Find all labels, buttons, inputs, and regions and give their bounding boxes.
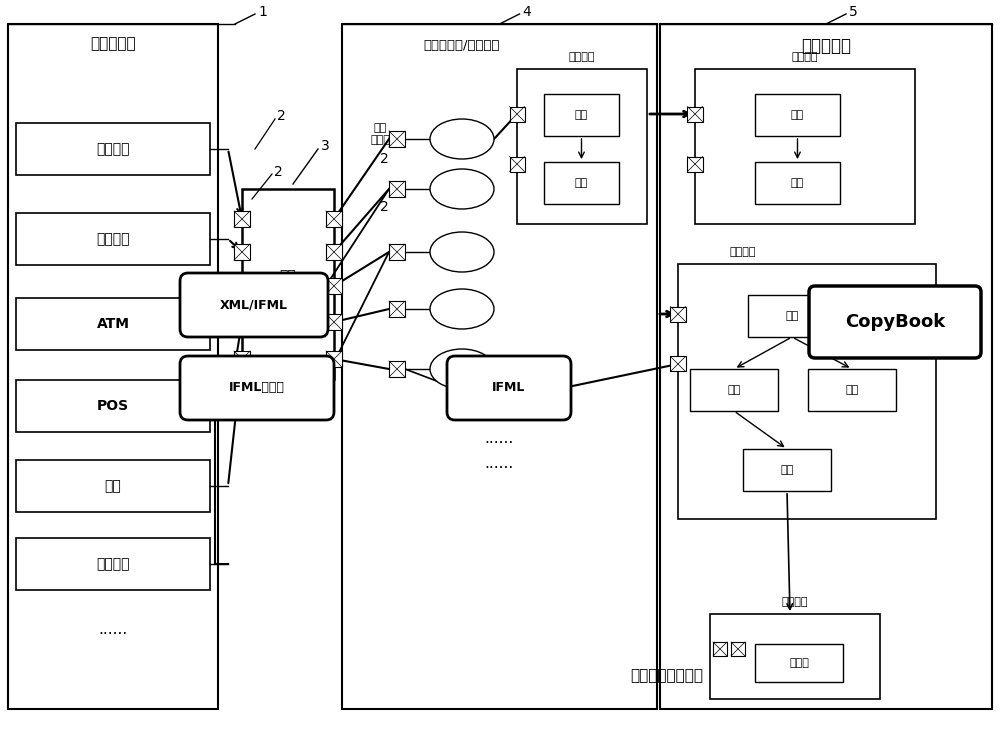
Ellipse shape: [430, 169, 494, 209]
FancyBboxPatch shape: [234, 278, 250, 294]
FancyBboxPatch shape: [180, 356, 334, 420]
FancyBboxPatch shape: [16, 123, 210, 175]
Text: ......: ......: [485, 457, 514, 471]
Text: 模块: 模块: [575, 110, 588, 120]
FancyBboxPatch shape: [517, 69, 647, 224]
Text: 2: 2: [380, 152, 389, 166]
FancyBboxPatch shape: [809, 286, 981, 358]
FancyBboxPatch shape: [510, 156, 524, 172]
Text: 主机构件: 主机构件: [792, 52, 818, 62]
Text: 主机构件: 主机构件: [569, 52, 595, 62]
FancyBboxPatch shape: [180, 273, 328, 337]
Text: 网銀: 网銀: [105, 479, 121, 493]
FancyBboxPatch shape: [695, 69, 915, 224]
Text: XML/IFML: XML/IFML: [220, 299, 288, 311]
Text: 4: 4: [522, 5, 531, 19]
FancyBboxPatch shape: [710, 614, 880, 699]
FancyBboxPatch shape: [242, 189, 334, 379]
FancyBboxPatch shape: [16, 460, 210, 512]
Ellipse shape: [430, 289, 494, 329]
Ellipse shape: [430, 349, 494, 389]
FancyBboxPatch shape: [544, 94, 619, 136]
FancyBboxPatch shape: [690, 369, 778, 411]
Text: 2: 2: [277, 109, 286, 123]
Text: 模块: 模块: [791, 178, 804, 188]
Text: ......: ......: [98, 622, 128, 636]
FancyBboxPatch shape: [326, 314, 342, 330]
Text: 主机构件: 主机构件: [730, 247, 756, 257]
Text: IFML: IFML: [492, 382, 526, 394]
Text: 模块: 模块: [575, 178, 588, 188]
Text: 电话銀行: 电话銀行: [96, 557, 130, 571]
FancyBboxPatch shape: [748, 295, 836, 337]
FancyBboxPatch shape: [743, 449, 831, 491]
Text: 主机构件: 主机构件: [782, 597, 808, 607]
FancyBboxPatch shape: [755, 644, 843, 682]
Text: 网关
/ESB: 网关 /ESB: [272, 269, 304, 299]
FancyBboxPatch shape: [731, 642, 745, 656]
FancyBboxPatch shape: [16, 538, 210, 590]
FancyBboxPatch shape: [326, 211, 342, 227]
FancyBboxPatch shape: [808, 369, 896, 411]
FancyBboxPatch shape: [234, 211, 250, 227]
FancyBboxPatch shape: [234, 314, 250, 330]
FancyBboxPatch shape: [670, 357, 686, 371]
FancyBboxPatch shape: [389, 131, 405, 147]
FancyBboxPatch shape: [389, 301, 405, 317]
Text: 模块: 模块: [727, 385, 741, 395]
FancyBboxPatch shape: [326, 244, 342, 260]
Text: 交互控制层/渠道整合: 交互控制层/渠道整合: [423, 40, 500, 53]
Text: 5: 5: [849, 5, 858, 19]
Text: CopyBook: CopyBook: [845, 313, 945, 331]
Text: 业务处理层: 业务处理层: [801, 37, 851, 55]
Text: 渠道接入层: 渠道接入层: [90, 37, 136, 51]
FancyBboxPatch shape: [755, 162, 840, 204]
FancyBboxPatch shape: [389, 181, 405, 197]
FancyBboxPatch shape: [447, 356, 571, 420]
Text: 1: 1: [258, 5, 267, 19]
Text: 2: 2: [380, 200, 389, 214]
FancyBboxPatch shape: [510, 106, 524, 122]
FancyBboxPatch shape: [713, 642, 727, 656]
Ellipse shape: [430, 119, 494, 159]
FancyBboxPatch shape: [670, 307, 686, 321]
FancyBboxPatch shape: [687, 106, 702, 122]
Text: 主机核心联机应用: 主机核心联机应用: [631, 669, 704, 683]
FancyBboxPatch shape: [234, 351, 250, 367]
Text: ......: ......: [485, 432, 514, 446]
FancyBboxPatch shape: [8, 24, 218, 709]
Text: POS: POS: [97, 399, 129, 413]
Text: IFML解析器: IFML解析器: [229, 382, 285, 394]
Text: 模块: 模块: [845, 385, 859, 395]
Text: ATM: ATM: [97, 317, 130, 331]
Ellipse shape: [430, 232, 494, 272]
FancyBboxPatch shape: [687, 156, 702, 172]
FancyBboxPatch shape: [326, 278, 342, 294]
Text: 自助终端: 自助终端: [96, 232, 130, 246]
FancyBboxPatch shape: [544, 162, 619, 204]
Text: 小构件: 小构件: [789, 658, 809, 668]
FancyBboxPatch shape: [16, 298, 210, 350]
FancyBboxPatch shape: [755, 94, 840, 136]
Text: 应用
服务器: 应用 服务器: [370, 123, 390, 145]
FancyBboxPatch shape: [389, 361, 405, 377]
FancyBboxPatch shape: [678, 264, 936, 519]
Text: 2: 2: [274, 165, 283, 179]
FancyBboxPatch shape: [16, 380, 210, 432]
Text: 3: 3: [321, 139, 330, 153]
Text: 模块: 模块: [791, 110, 804, 120]
FancyBboxPatch shape: [16, 213, 210, 265]
FancyBboxPatch shape: [660, 24, 992, 709]
FancyBboxPatch shape: [342, 24, 657, 709]
Text: 模块: 模块: [780, 465, 794, 475]
Text: 模块: 模块: [785, 311, 799, 321]
FancyBboxPatch shape: [234, 244, 250, 260]
Text: 终端渠道: 终端渠道: [96, 142, 130, 156]
FancyBboxPatch shape: [389, 244, 405, 260]
FancyBboxPatch shape: [326, 351, 342, 367]
